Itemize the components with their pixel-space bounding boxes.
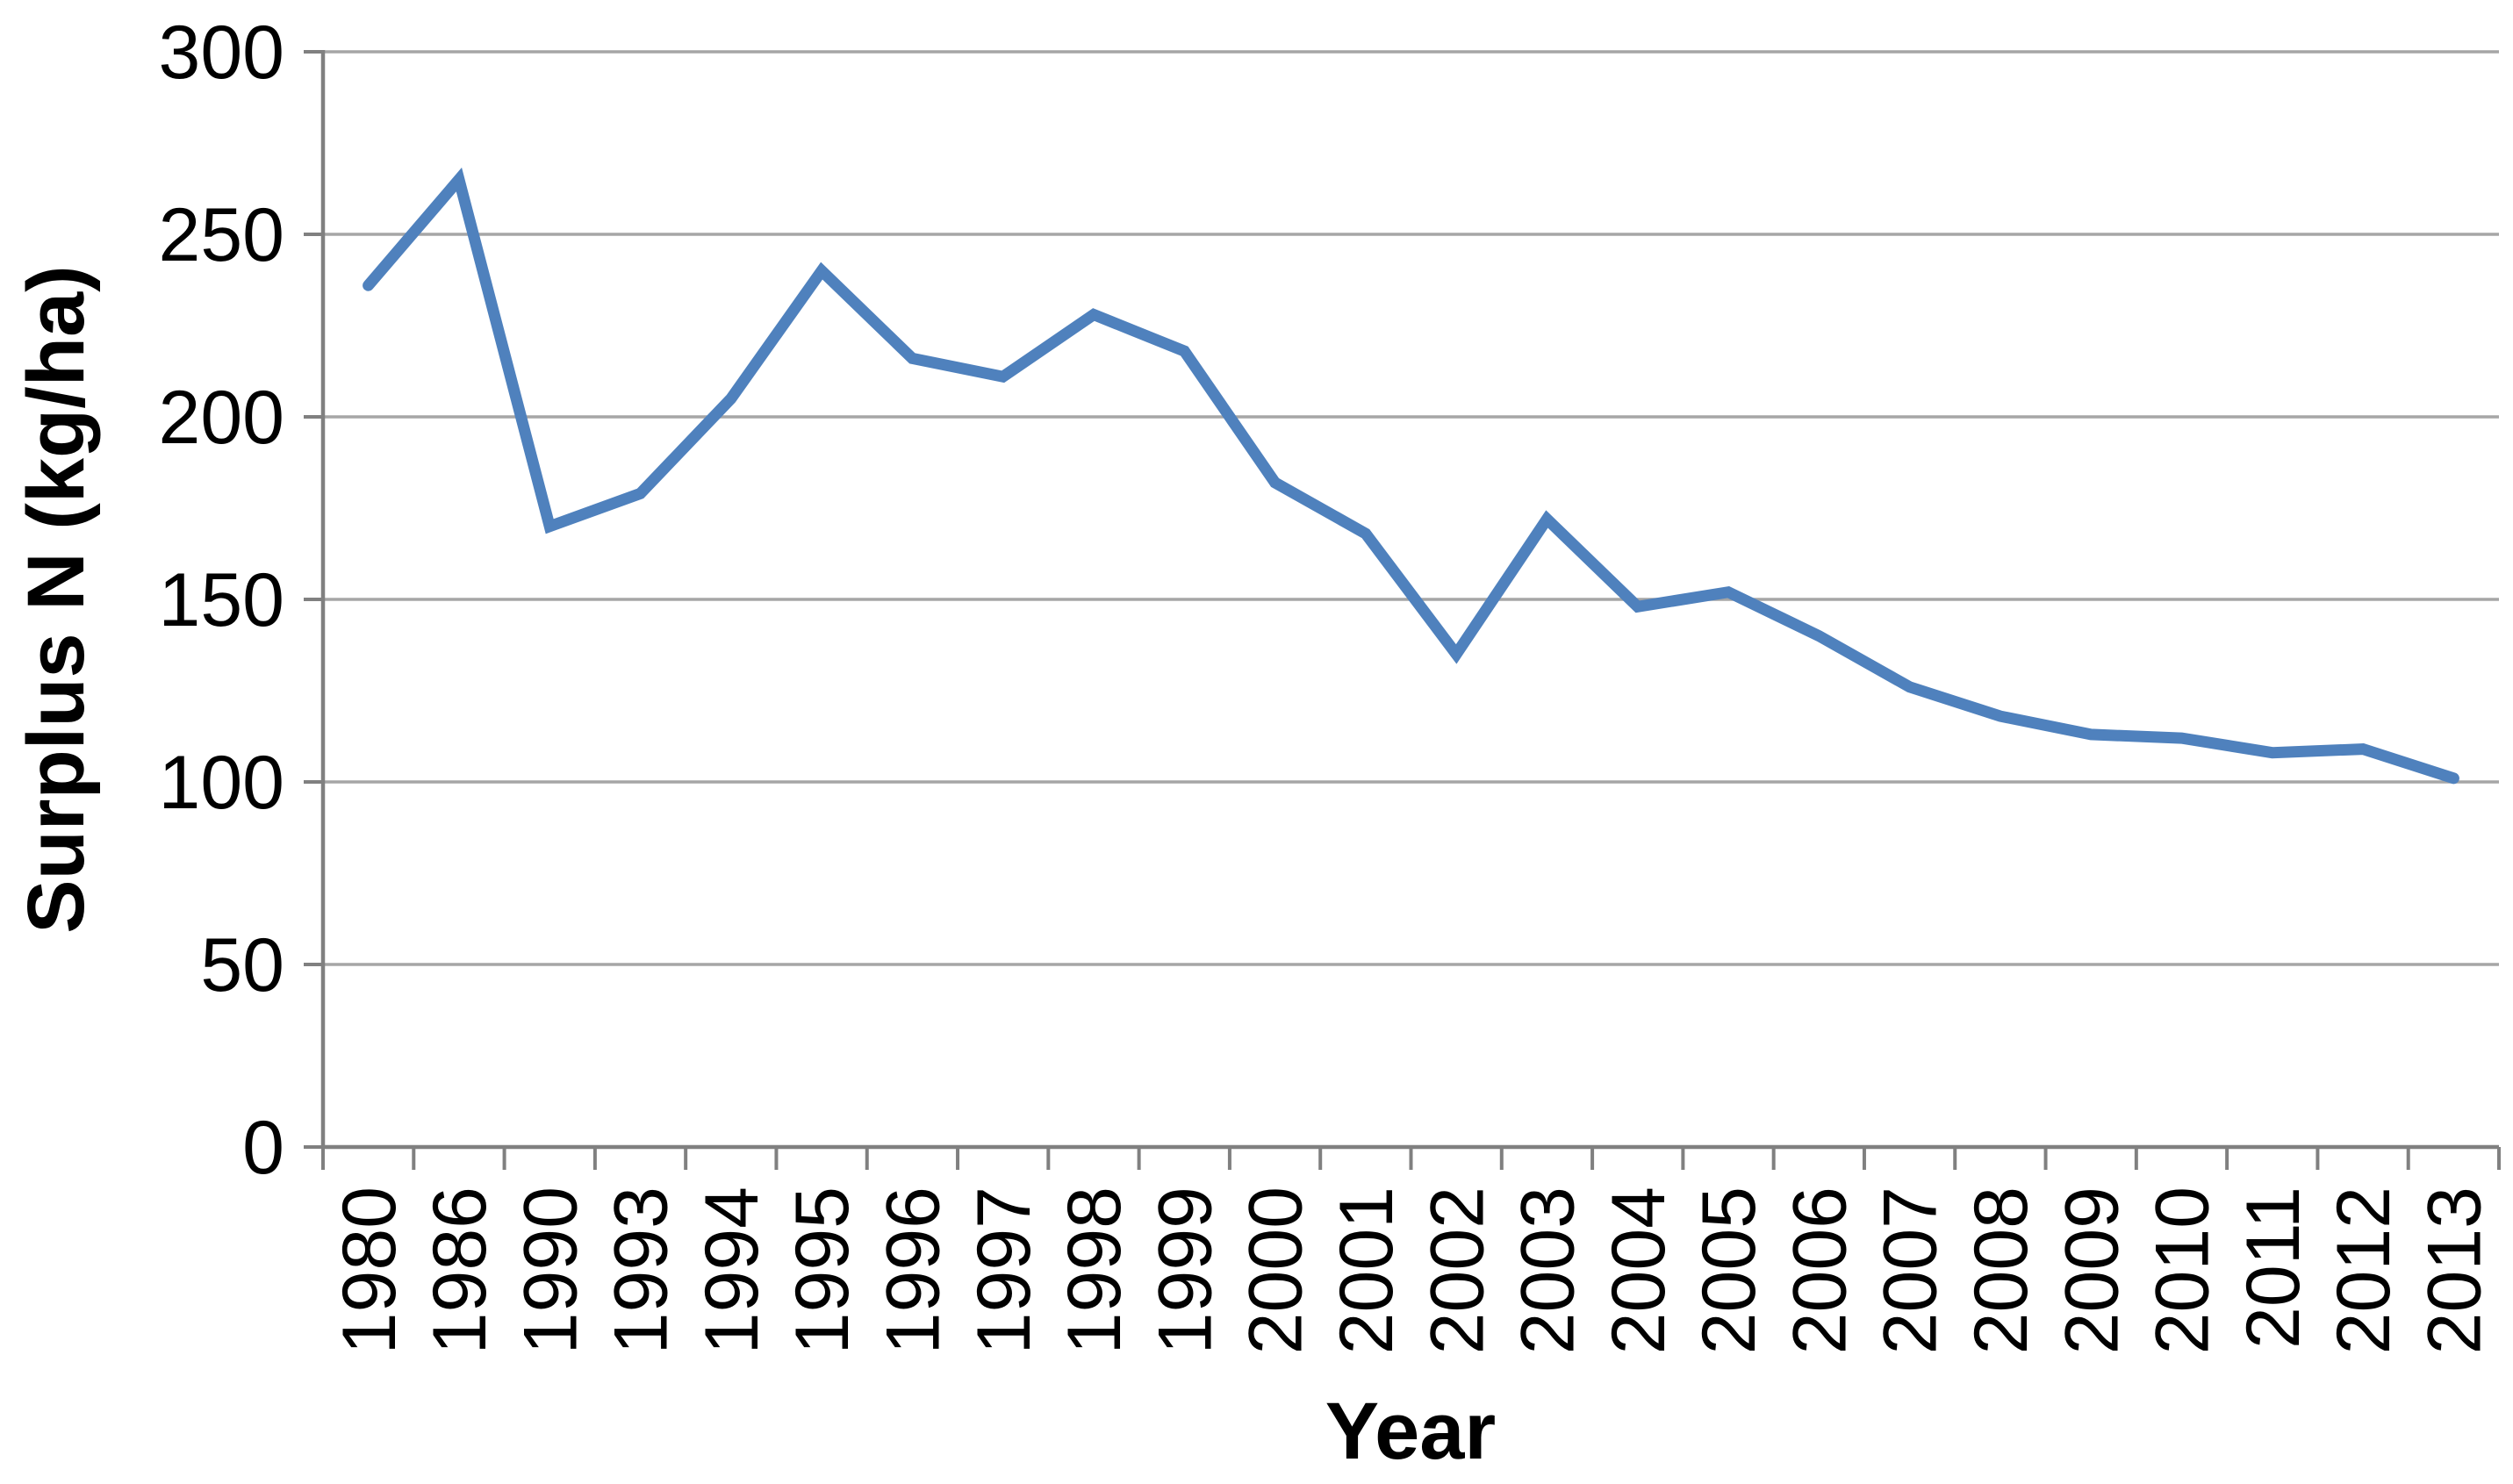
- y-axis-title: Surplus N (kg/ha): [11, 265, 101, 934]
- x-tick-label-1986: 1986: [418, 1186, 502, 1354]
- x-tick-label-1990: 1990: [508, 1186, 592, 1354]
- x-tick-label-2000: 2000: [1234, 1186, 1318, 1354]
- x-axis-title: Year: [1325, 1387, 1496, 1476]
- y-tick-label-250: 250: [159, 193, 285, 277]
- series-line-surplus-n: [363, 167, 2459, 785]
- x-tick-label-1998: 1998: [1052, 1186, 1137, 1354]
- x-tick-label-2010: 2010: [2141, 1186, 2225, 1354]
- x-tick-label-1995: 1995: [780, 1186, 865, 1354]
- x-tick-label-1997: 1997: [962, 1186, 1046, 1354]
- x-tick-label-1980: 1980: [327, 1186, 412, 1354]
- y-tick-label-100: 100: [159, 741, 285, 825]
- x-tick-label-2004: 2004: [1597, 1186, 1681, 1354]
- x-tick-label-1999: 1999: [1143, 1186, 1227, 1354]
- x-tick-label-2002: 2002: [1415, 1186, 1499, 1354]
- x-tick-label-1993: 1993: [600, 1186, 684, 1354]
- y-tick-label-200: 200: [159, 376, 285, 460]
- y-tick-label-150: 150: [159, 558, 285, 642]
- gridlines: [323, 50, 2499, 966]
- x-tick-label-2013: 2013: [2412, 1186, 2496, 1354]
- y-tick-label-0: 0: [242, 1106, 284, 1190]
- x-tick-label-2003: 2003: [1506, 1186, 1590, 1354]
- x-tick-label-1996: 1996: [871, 1186, 955, 1354]
- x-tick-label-2005: 2005: [1687, 1186, 1771, 1354]
- x-axis-tick-labels: 1980 1986 1990 1993 1994 1995 1996 1997 1998 1999…: [327, 1186, 2497, 1354]
- axes: [304, 50, 2501, 1170]
- x-tick-label-2011: 2011: [2231, 1186, 2316, 1349]
- x-tick-label-2006: 2006: [1777, 1186, 1862, 1354]
- x-tick-label-2007: 2007: [1869, 1186, 1953, 1354]
- x-tick-label-1994: 1994: [690, 1186, 774, 1354]
- x-tick-label-2009: 2009: [2050, 1186, 2134, 1354]
- data-series: [363, 167, 2459, 785]
- y-tick-label-300: 300: [159, 11, 285, 95]
- y-axis-tick-labels: 300 250 200 150 100 50 0: [159, 11, 285, 1190]
- x-tick-label-2012: 2012: [2322, 1186, 2406, 1354]
- x-tick-label-2001: 2001: [1325, 1186, 1409, 1354]
- y-tick-label-50: 50: [200, 923, 284, 1007]
- x-tick-label-2008: 2008: [1959, 1186, 2043, 1354]
